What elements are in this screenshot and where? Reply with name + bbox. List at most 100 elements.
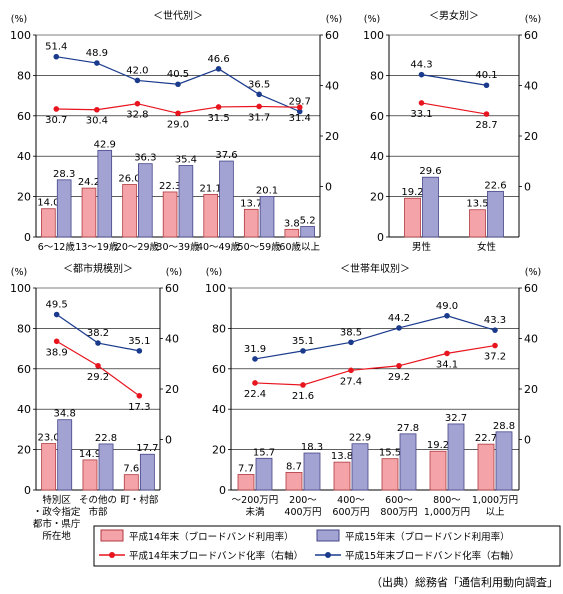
chart-panel-3: ＜都市規模別＞ 0 20 40 60 80 100 0 20 40 60 (%) (%) 23.0 14.9…	[10, 262, 182, 542]
bar-h14-label: 3.8	[284, 218, 300, 229]
line-line15-label: 44.3	[410, 60, 432, 71]
right-tick-label: 60	[325, 29, 339, 42]
category-label-line: 町・村部	[120, 494, 158, 506]
left-tick-label: 0	[219, 484, 226, 497]
right-axis-unit: (%)	[525, 14, 541, 25]
panel-title: ＜男女別＞	[429, 9, 479, 22]
line-line15-label: 38.5	[340, 327, 362, 338]
category-label: 男性	[412, 241, 432, 253]
right-tick-label: 20	[524, 130, 538, 143]
legend-swatch-bar14	[100, 529, 124, 542]
bar-h15-label: 20.1	[256, 185, 278, 196]
bar-h14-label: 14.9	[79, 449, 101, 460]
line-line15	[421, 74, 487, 86]
bar-h15	[399, 433, 417, 491]
marker-line14	[483, 111, 490, 117]
bar-h15	[495, 431, 513, 491]
line-line14-label: 37.2	[484, 352, 506, 363]
marker-line14	[256, 103, 262, 110]
category-label: 60歳以上	[279, 241, 320, 253]
bar-h15-label: 42.9	[94, 139, 116, 150]
marker-line15	[492, 327, 498, 333]
left-tick-label: 40	[17, 150, 31, 163]
left-tick-label: 60	[17, 110, 31, 123]
category-label-line: ・政令指定	[33, 506, 81, 518]
category-label-line: 以上	[485, 507, 505, 518]
bar-h14	[477, 443, 495, 491]
category-label-line: 200～	[289, 495, 317, 506]
marker-line15	[53, 53, 60, 60]
bar-h15	[219, 160, 234, 238]
marker-line14	[136, 393, 143, 399]
bar-h15-label: 17.7	[136, 443, 158, 454]
bar-h15-label: 27.8	[397, 423, 419, 434]
line-line14-label: 17.3	[128, 402, 150, 413]
bar-h14-label: 22.7	[475, 433, 497, 444]
legend-marker-line14	[109, 552, 115, 558]
bar-h15-label: 35.4	[175, 154, 197, 165]
left-tick-label: 80	[212, 322, 226, 335]
line-line14-label: 30.4	[86, 116, 108, 127]
left-tick-label: 20	[212, 444, 226, 457]
legend: 平成14年末（ブロードバンド利用率） 平成15年末（ブロードバンド利用率） 平成…	[93, 525, 561, 567]
bar-h15-label: 37.6	[215, 150, 237, 161]
left-tick-label: 20	[370, 191, 384, 204]
right-tick-label: 60	[524, 29, 538, 42]
line-line15-label: 49.5	[46, 300, 68, 311]
marker-line15	[215, 66, 222, 72]
line-line15-label: 35.1	[292, 336, 314, 347]
bar-h14-label: 23.0	[38, 433, 60, 444]
bar-h15	[351, 443, 369, 491]
marker-line14	[252, 380, 258, 386]
bar-h14	[162, 191, 178, 238]
right-tick-label: 0	[325, 181, 332, 194]
bar-h15	[138, 163, 153, 238]
bar-h15	[98, 443, 114, 491]
bar-h14	[82, 459, 98, 491]
category-label-line: 600万円	[332, 507, 369, 518]
bar-h15	[259, 195, 275, 238]
line-line14-label: 22.4	[244, 389, 266, 400]
bar-h14	[237, 474, 255, 491]
right-axis-unit: (%)	[166, 267, 182, 278]
marker-line14	[418, 100, 425, 106]
bar-h14	[469, 209, 486, 238]
right-tick-label: 0	[524, 181, 531, 194]
right-tick-label: 20	[165, 383, 179, 396]
legend-marker-line15	[325, 552, 331, 558]
marker-line14	[348, 367, 354, 374]
bar-h15	[303, 452, 321, 491]
bar-h15-label: 28.8	[493, 421, 515, 432]
bar-h15	[97, 149, 113, 238]
left-tick-label: 100	[10, 29, 31, 42]
legend-label-line15: 平成15年末ブロードバンド化率（右軸）	[345, 550, 519, 562]
bar-h15-label: 29.6	[419, 166, 441, 177]
marker-line15	[134, 77, 141, 84]
category-label: 6～12歳	[38, 241, 76, 253]
left-tick-label: 100	[10, 282, 31, 295]
left-tick-label: 60	[370, 110, 384, 123]
marker-line14	[95, 362, 101, 369]
category-label-line: 600～	[385, 495, 413, 506]
bar-h14	[123, 474, 139, 491]
right-tick-label: 40	[524, 80, 538, 93]
marker-line14	[300, 382, 306, 388]
line-line14-label: 38.9	[46, 347, 68, 358]
source-note: （出典）総務省「通信利用動向調査」	[371, 575, 558, 589]
bar-h15	[56, 179, 72, 238]
bar-h15-label: 15.7	[253, 447, 275, 458]
bar-h14-label: 14.0	[37, 198, 59, 209]
left-tick-label: 60	[17, 363, 31, 376]
bar-h15	[255, 457, 273, 491]
bar-h14	[285, 472, 303, 491]
line-line14-label: 31.5	[207, 113, 229, 124]
bar-h14	[203, 193, 218, 238]
bar-h15-label: 22.8	[95, 433, 117, 444]
left-tick-label: 40	[370, 150, 384, 163]
line-line15-label: 29.7	[289, 97, 311, 108]
marker-line14	[53, 338, 60, 345]
line-line15-label: 43.3	[484, 315, 506, 326]
marker-line15	[175, 81, 181, 88]
line-line15	[254, 315, 496, 360]
bar-h14	[122, 184, 137, 238]
